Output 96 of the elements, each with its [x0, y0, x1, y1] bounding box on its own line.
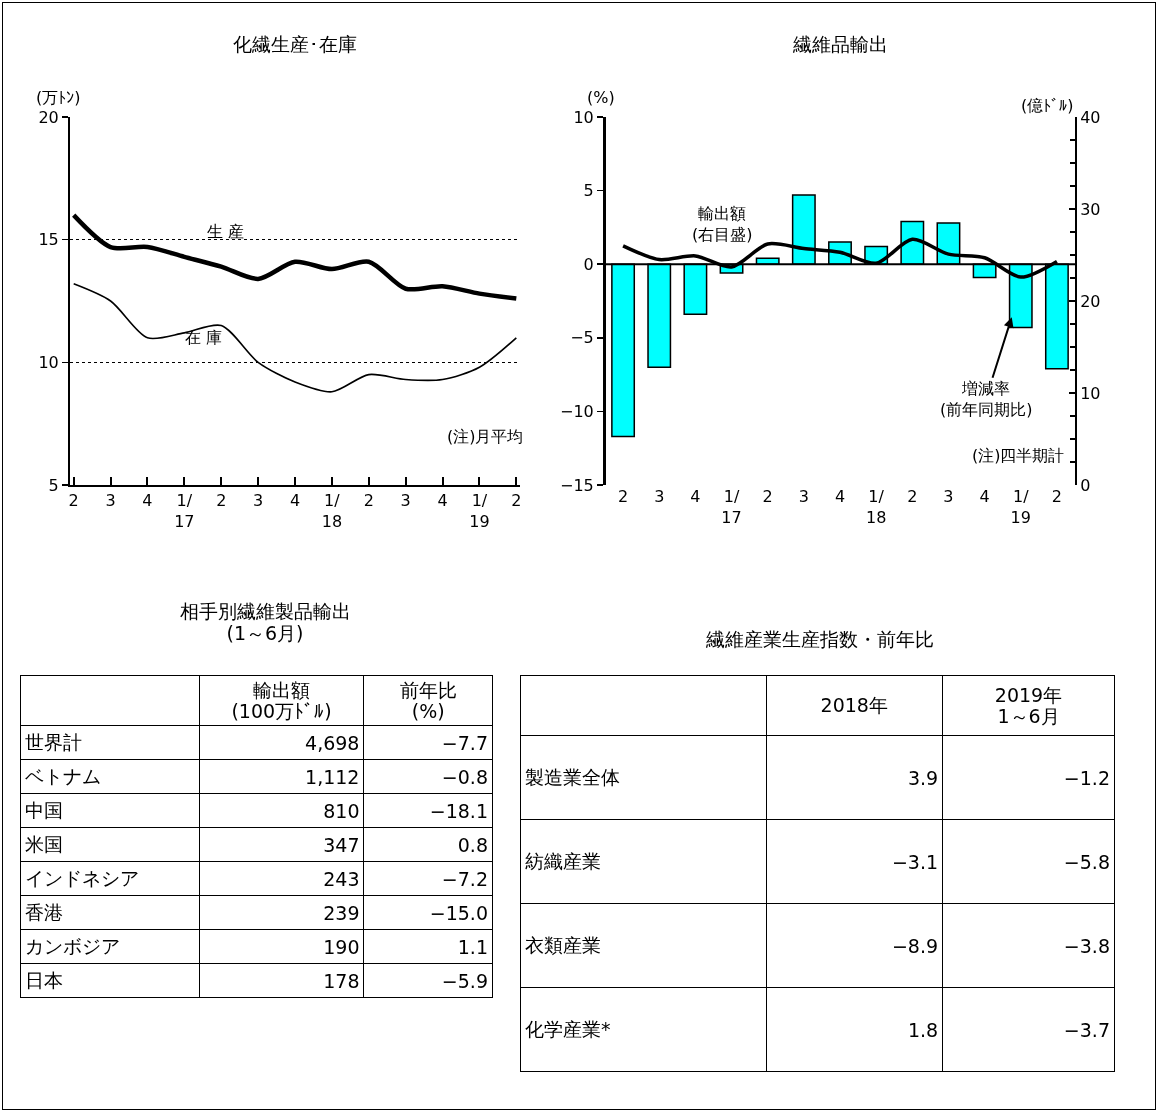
text: −3.7: [1063, 1018, 1110, 1041]
x-tick-label: 1/ 18: [865, 487, 887, 527]
y2-tick-label: 40: [1080, 107, 1101, 127]
text: 1.1: [457, 935, 488, 958]
category-label: インドネシア: [25, 866, 139, 889]
series-label: 在 庫: [185, 328, 223, 347]
y-tick-label: 10: [38, 352, 59, 372]
text: −18.1: [429, 799, 488, 822]
series-label: 輸出額 (右目盛): [692, 204, 753, 244]
x-tick-label: 4: [437, 491, 448, 511]
category-label: 前年比 (%): [363, 675, 493, 726]
x-tick-label: 1/ 19: [469, 491, 490, 531]
chart-title: 化繊生産･在庫: [233, 32, 357, 55]
text: −7.7: [441, 731, 488, 754]
x-tick-label: 3: [105, 491, 116, 511]
category-label: 日本: [25, 968, 63, 991]
x-tick-label: 2: [617, 487, 629, 506]
y-tick-label: 5: [48, 475, 59, 495]
category-label: 2019年 1～6月: [942, 675, 1115, 736]
x-tick-label: 3: [400, 491, 411, 511]
x-tick-label: 3: [253, 491, 264, 511]
category-label: 紡織産業: [525, 849, 601, 872]
category-label: 輸出額 (100万ﾄﾞﾙ): [199, 675, 364, 726]
y2-tick-label: 0: [1080, 475, 1091, 495]
y2-axis-title: (億ﾄﾞﾙ): [1021, 96, 1074, 115]
category-label: 香港: [25, 900, 63, 923]
text: −0.8: [441, 765, 488, 788]
text: 1,112: [305, 765, 360, 788]
line-series: [71, 212, 519, 301]
category-label: 世界計: [25, 730, 82, 753]
x-tick-label: 3: [943, 487, 954, 506]
text: 178: [323, 969, 360, 992]
annotation: (注)四半期計: [972, 446, 1065, 465]
text: 相手別繊維製品輸出 (1～6月): [178, 600, 352, 644]
annotation: (注)月平均: [447, 427, 524, 446]
x-tick-label: 2: [1051, 487, 1063, 506]
text: 239: [323, 901, 360, 924]
text: 810: [323, 799, 360, 822]
x-tick-label: 2: [68, 491, 79, 511]
y-tick-label: −10: [560, 402, 594, 421]
x-tick-label: 1/ 17: [174, 491, 195, 531]
category-label: 化学産業*: [525, 1017, 611, 1040]
category-label: 製造業全体: [525, 765, 620, 788]
text: −5.9: [441, 969, 488, 992]
y-tick-label: −15: [560, 475, 594, 495]
chart-title: 繊維品輸出: [791, 32, 888, 55]
category-label: 2018年: [766, 675, 943, 736]
series-label: 生 産: [207, 222, 245, 241]
x-tick-label: 2: [363, 491, 374, 511]
y2-tick-label: 20: [1080, 291, 1101, 311]
text: −3.1: [891, 850, 939, 873]
x-tick-label: 4: [979, 487, 990, 506]
x-tick-label: 3: [798, 487, 809, 506]
x-tick-label: 1/ 19: [1010, 487, 1031, 527]
x-tick-label: 4: [142, 491, 153, 511]
x-tick-label: 1/ 18: [321, 491, 343, 531]
x-tick-label: 2: [762, 487, 773, 506]
y-tick-label: 10: [573, 107, 594, 127]
text: 243: [323, 867, 360, 890]
y2-tick-label: 30: [1080, 199, 1101, 219]
category-label: 米国: [25, 832, 63, 855]
text: 4,698: [305, 731, 360, 754]
category-label: ベトナム: [25, 764, 101, 787]
text: 190: [323, 935, 360, 958]
text: −1.2: [1063, 766, 1110, 789]
text: 347: [323, 833, 360, 856]
x-tick-label: 1/ 17: [721, 487, 742, 527]
x-tick-label: 4: [834, 487, 846, 506]
text: −7.2: [441, 867, 488, 890]
y-tick-label: −5: [570, 328, 594, 348]
x-tick-label: 2: [216, 491, 227, 511]
x-tick-label: 3: [654, 487, 665, 506]
y-tick-label: 15: [38, 230, 59, 250]
x-tick-label: 4: [289, 491, 301, 511]
x-tick-label: 2: [511, 491, 522, 511]
x-tick-label: 2: [907, 487, 918, 506]
y-tick-label: 20: [38, 107, 59, 127]
category-label: 衣類産業: [525, 933, 601, 956]
text: 0.8: [457, 833, 488, 856]
series-label: 増減率 (前年同期比): [940, 379, 1033, 419]
text: −5.8: [1063, 850, 1110, 873]
y-axis-title: (万ﾄﾝ): [36, 88, 81, 107]
category-label: 中国: [25, 798, 63, 821]
category-label: カンボジア: [25, 934, 120, 957]
y-tick-label: 0: [583, 254, 594, 274]
line-series: [72, 283, 518, 393]
text: 1.8: [907, 1018, 939, 1041]
y-axis-title: (%): [587, 88, 615, 107]
x-tick-label: 4: [690, 487, 701, 506]
text: 3.9: [907, 766, 939, 789]
text: −8.9: [891, 934, 939, 957]
y2-tick-label: 10: [1080, 383, 1101, 403]
text: −3.8: [1063, 934, 1110, 957]
text: 繊維産業生産指数・前年比: [705, 628, 935, 650]
y-tick-label: 5: [583, 181, 594, 201]
text: −15.0: [429, 901, 488, 924]
